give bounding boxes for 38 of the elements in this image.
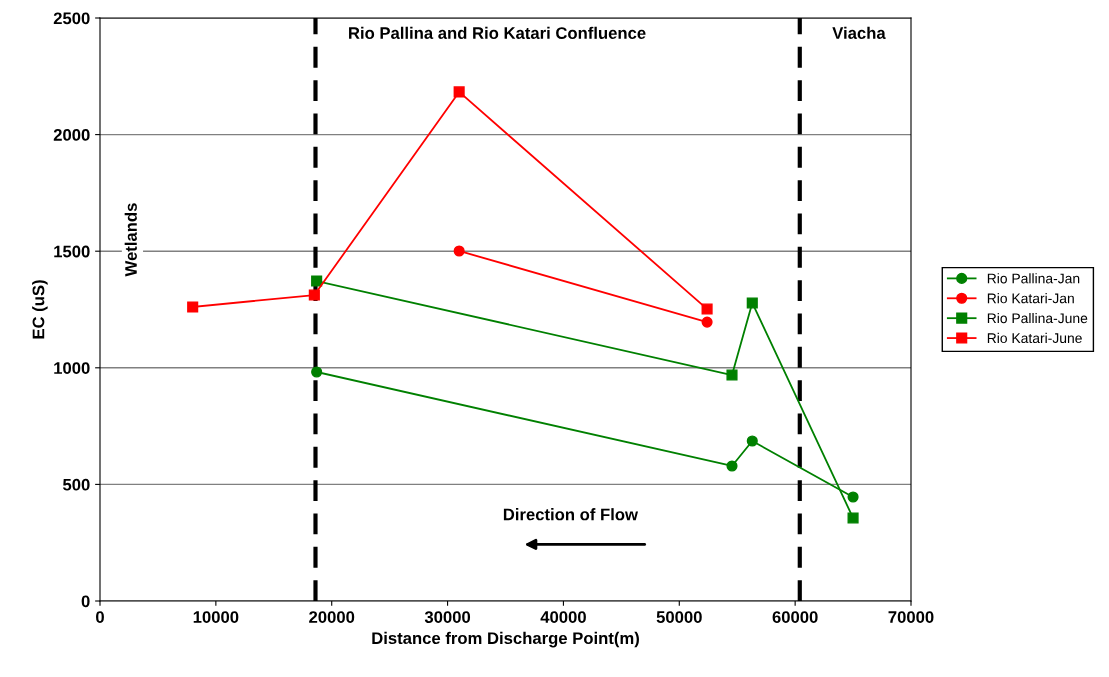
point	[187, 301, 199, 313]
point	[746, 297, 758, 309]
point	[847, 512, 859, 524]
point	[726, 369, 738, 381]
x-tick-label: 10000	[193, 611, 239, 623]
y-tick-label: 2000	[53, 129, 90, 141]
annotation: Wetlands	[124, 203, 137, 277]
point	[847, 491, 859, 503]
annotation: Direction of Flow	[503, 508, 639, 521]
point	[726, 460, 738, 472]
x-tick-label: 40000	[540, 611, 586, 623]
x-axis-title: Distance from Discharge Point(m)	[372, 631, 639, 648]
x-tick-label: 20000	[309, 611, 355, 623]
point	[701, 316, 713, 328]
legend-label: Rio Katari-June	[987, 332, 1082, 344]
y-tick-label: 0	[81, 595, 90, 608]
y-tick-label: 500	[62, 478, 90, 491]
x-tick-label: 60000	[772, 611, 818, 623]
point	[308, 289, 320, 301]
x-tick-label: 30000	[424, 611, 471, 623]
legend-label: Rio Pallina-June	[987, 312, 1088, 324]
ref-line-label: Viacha	[832, 26, 886, 39]
point	[746, 435, 758, 447]
x-tick-label: 50000	[656, 611, 702, 623]
y-tick-label: 1500	[54, 245, 90, 258]
point	[453, 245, 465, 257]
legend-label: Rio Pallina-Jan	[987, 273, 1080, 284]
legend-label: Rio Katari-Jan	[987, 293, 1074, 304]
x-tick-label: 70000	[888, 611, 934, 623]
point	[701, 303, 713, 315]
point	[311, 366, 323, 378]
y-axis-title: EC (uS)	[32, 280, 48, 339]
point	[311, 275, 323, 287]
y-tick-label: 2500	[53, 12, 90, 25]
y-tick-label: 1000	[54, 362, 90, 374]
x-tick-label: 0	[96, 611, 104, 623]
point	[453, 86, 465, 98]
ref-line-label: Rio Pallina and Rio Katari Confluence	[349, 26, 646, 39]
